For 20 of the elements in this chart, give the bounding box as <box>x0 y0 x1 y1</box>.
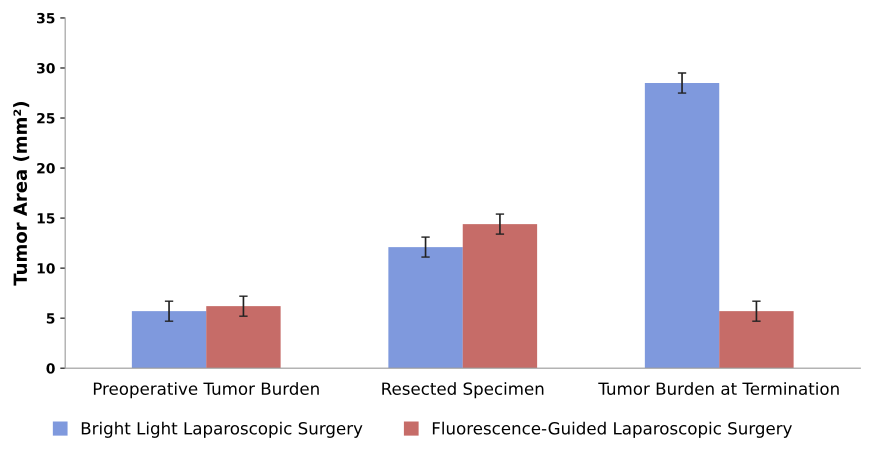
bar <box>206 306 281 368</box>
bar <box>644 83 720 368</box>
x-tick-label: Tumor Burden at Termination <box>598 382 839 395</box>
y-tick-label: 15 <box>38 213 54 224</box>
y-tick-label: 10 <box>38 263 55 274</box>
legend-label: Bright Light Laparoscopic Surgery <box>82 422 362 438</box>
y-axis-title: Tumor Area (mm²) <box>13 102 30 286</box>
bar <box>462 224 538 368</box>
y-tick-label: 25 <box>37 112 54 124</box>
x-tick-label: Resected Specimen <box>382 382 544 398</box>
y-tick-label: 0 <box>46 363 55 374</box>
legend-label: Fluorescence-Guided Laparoscopic Surgery <box>432 422 792 438</box>
bar <box>719 311 794 368</box>
y-tick-label: 5 <box>46 313 54 324</box>
y-tick-label: 30 <box>37 62 55 74</box>
bar <box>132 311 206 368</box>
bar <box>388 247 463 368</box>
y-tick-label: 35 <box>37 12 54 24</box>
x-tick-label: Preoperative Tumor Burden <box>94 382 319 398</box>
y-tick-label: 20 <box>37 163 55 174</box>
